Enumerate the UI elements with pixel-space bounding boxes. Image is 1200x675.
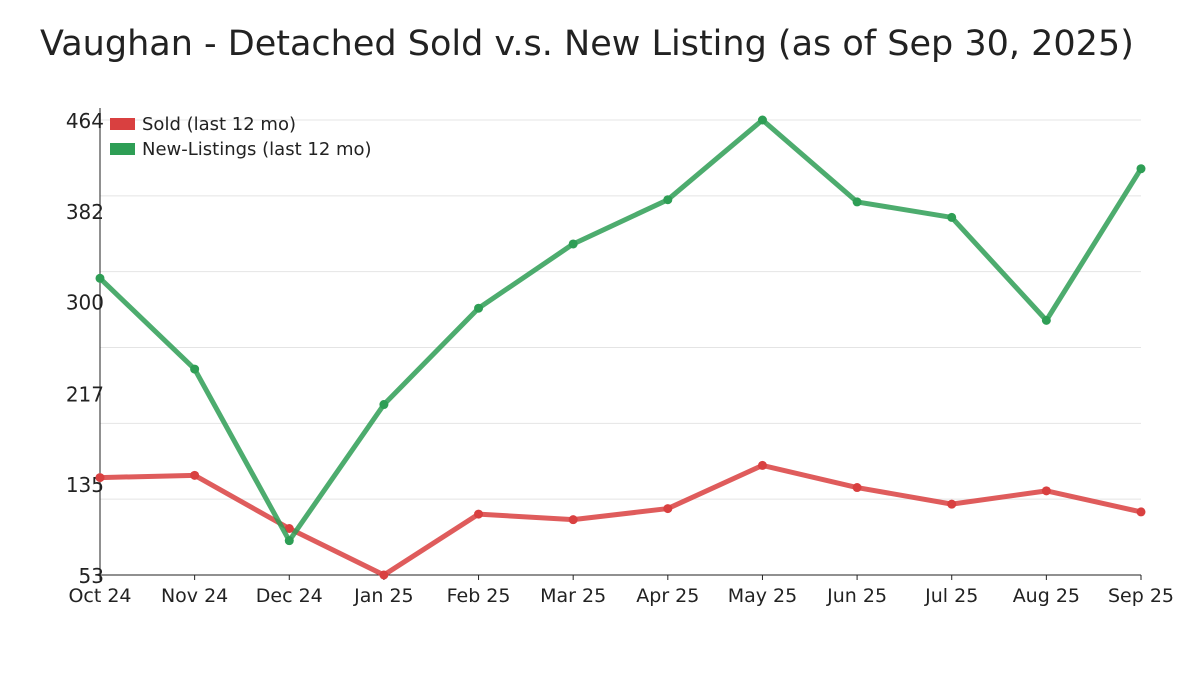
data-point — [379, 570, 389, 580]
x-tick-label: Jan 25 — [353, 585, 414, 607]
y-tick-label: 464 — [66, 109, 104, 133]
x-tick-label: Dec 24 — [256, 585, 323, 607]
data-point — [568, 515, 578, 525]
x-tick-label: Mar 25 — [540, 585, 606, 607]
y-tick-label: 217 — [66, 382, 104, 406]
series-line-1 — [98, 117, 1144, 544]
data-point — [1136, 164, 1146, 174]
data-point — [663, 195, 673, 205]
data-point — [1136, 507, 1146, 517]
x-tick-label: Apr 25 — [636, 585, 699, 607]
legend-label: New-Listings (last 12 mo) — [142, 139, 372, 160]
data-point — [95, 473, 105, 483]
x-tick-label: Feb 25 — [447, 585, 511, 607]
y-tick-label: 382 — [66, 200, 104, 224]
data-point — [190, 364, 200, 374]
data-point — [95, 273, 105, 283]
data-point — [1041, 486, 1051, 496]
x-tick-label: Aug 25 — [1013, 585, 1080, 607]
data-point — [379, 400, 389, 410]
data-point — [474, 509, 484, 519]
y-tick-label: 300 — [66, 291, 104, 315]
data-point — [1041, 315, 1051, 325]
data-point — [284, 536, 294, 546]
data-point — [474, 303, 484, 313]
legend-label: Sold (last 12 mo) — [142, 114, 296, 135]
series-line-0 — [99, 462, 1142, 578]
x-tick-label: Jul 25 — [924, 585, 978, 607]
data-point — [663, 504, 673, 514]
x-tick-label: Oct 24 — [68, 585, 131, 607]
x-tick-label: May 25 — [728, 585, 798, 607]
data-point — [757, 115, 767, 125]
legend-swatch — [110, 118, 135, 130]
x-tick-label: Nov 24 — [161, 585, 228, 607]
data-point — [284, 524, 294, 534]
legend-swatch — [110, 143, 135, 155]
data-point — [757, 460, 767, 470]
x-tick-label: Jun 25 — [826, 585, 887, 607]
data-point — [568, 239, 578, 249]
data-point — [852, 483, 862, 493]
data-point — [947, 212, 957, 222]
x-tick-label: Sep 25 — [1108, 585, 1174, 607]
chart-title: Vaughan - Detached Sold v.s. New Listing… — [40, 24, 1134, 64]
data-point — [852, 197, 862, 207]
data-point — [947, 499, 957, 509]
data-point — [190, 470, 200, 480]
